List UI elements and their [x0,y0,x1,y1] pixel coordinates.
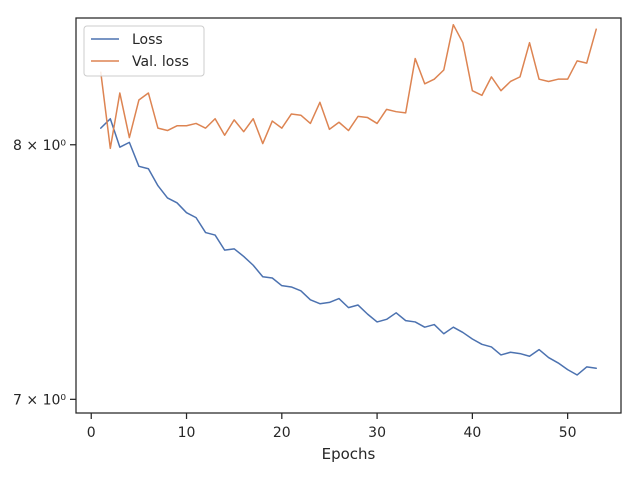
x-tick-label: 30 [368,425,386,441]
legend: Loss Val. loss [83,25,205,77]
legend-label-1: Loss [132,32,163,48]
plot-area [76,18,621,413]
x-tick-label: 40 [463,425,481,441]
series-line-1 [100,117,597,376]
y-tick-label: 7 × 10⁰ [13,392,66,408]
plot-frame [75,17,622,414]
x-tick-label: 0 [87,425,96,441]
x-axis: 0 10 20 30 40 50 [87,413,577,441]
x-tick-label: 20 [273,425,291,441]
x-tick-label: 50 [559,425,577,441]
series-layer [100,23,597,376]
x-tick-label: 10 [178,425,196,441]
series-line-2 [100,23,597,150]
x-axis-label: Epochs [322,445,376,463]
legend-label-2: Val. loss [132,54,189,70]
y-tick-label: 8 × 10⁰ [13,138,66,154]
y-axis: 7 × 10⁰ 8 × 10⁰ [13,138,76,408]
